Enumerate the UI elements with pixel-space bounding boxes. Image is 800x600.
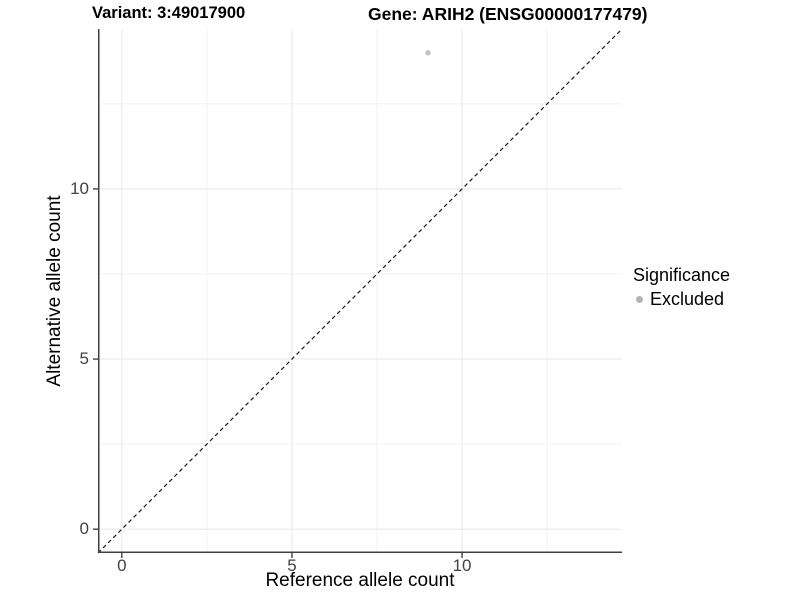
data-point [425,50,431,56]
identity-reference-line [97,29,623,554]
plot-title-gene: Gene: ARIH2 (ENSG00000177479) [368,4,648,24]
scatter-plot-svg [93,29,623,558]
legend-title: Significance [633,265,731,285]
legend-item-excluded: Excluded [633,288,730,310]
x-tick-label: 5 [287,556,297,575]
plot-panel [93,29,623,558]
y-tick-label: 5 [79,349,89,369]
x-axis-title: Reference allele count [265,570,455,591]
x-tick-label: 10 [452,556,472,575]
legend-item-label: Excluded [650,289,725,309]
legend-key-dot-icon [636,295,643,303]
legend: Significance Excluded [633,264,730,310]
y-axis-title: Alternative allele count [44,195,65,387]
y-tick-label: 10 [70,178,89,198]
plot-title-variant: Variant: 3:49017900 [92,4,246,22]
x-tick-label: 0 [117,556,127,575]
y-tick-label: 0 [79,519,89,539]
